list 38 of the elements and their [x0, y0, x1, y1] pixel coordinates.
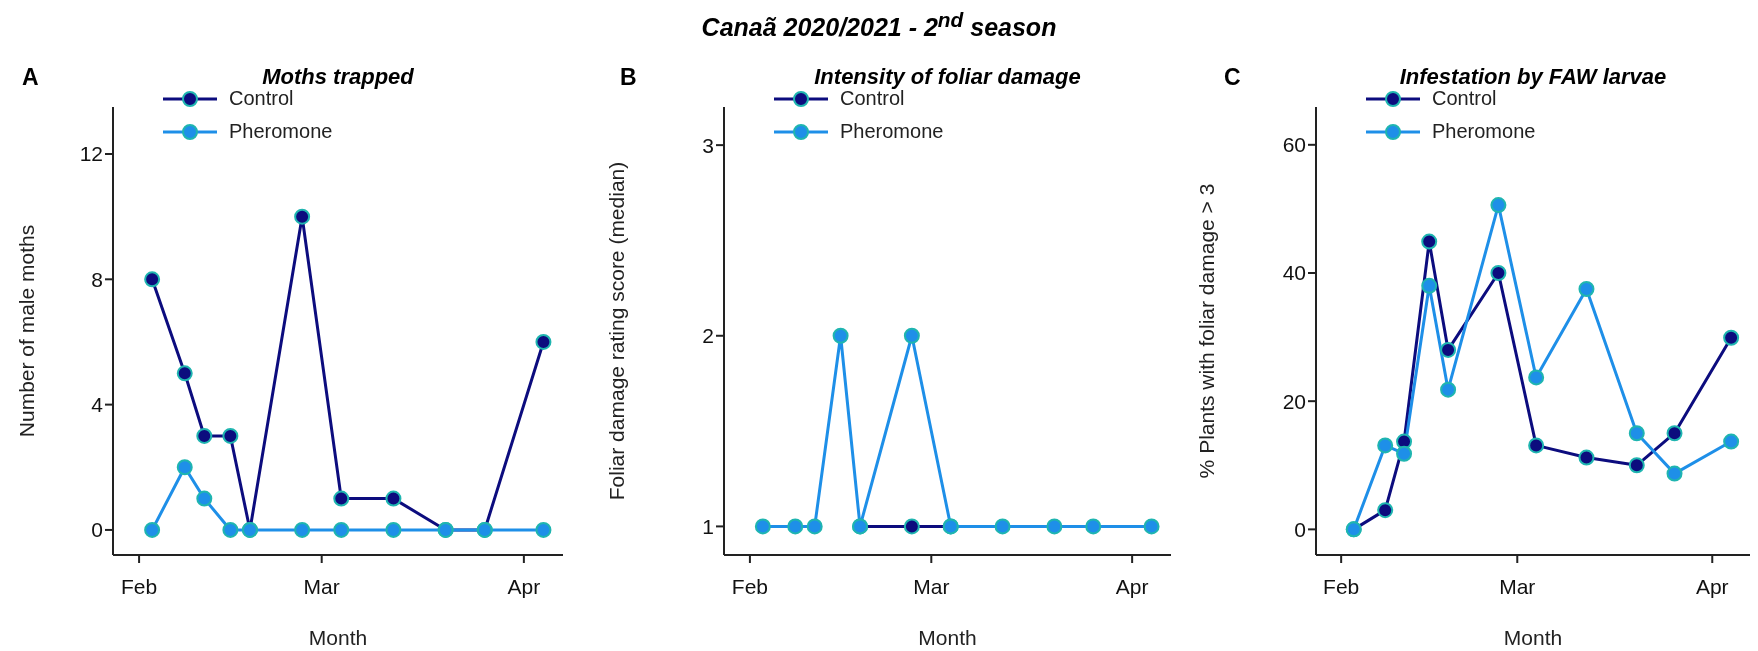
- x-tick-label: Mar: [303, 574, 340, 598]
- y-tick-label: 20: [1282, 389, 1306, 413]
- x-tick-label: Mar: [913, 574, 950, 598]
- x-tick-label: Apr: [1115, 574, 1149, 598]
- legend-label: Pheromone: [229, 120, 333, 143]
- legend-label: Pheromone: [840, 120, 944, 143]
- x-tick-label: Feb: [731, 574, 769, 598]
- legend-label: Control: [229, 87, 294, 110]
- y-tick-label: 3: [702, 133, 714, 157]
- y-tick-label: 4: [91, 393, 104, 417]
- legend-label: Control: [1432, 87, 1497, 110]
- text: C: [1224, 64, 1241, 91]
- y-tick-label: 8: [91, 267, 103, 291]
- x-axis-title: Month: [918, 626, 977, 649]
- chart-title: Infestation by FAW larvae: [1398, 64, 1668, 90]
- y-axis-title: Number of male moths: [14, 224, 38, 438]
- chart-title: Moths trapped: [261, 64, 415, 90]
- y-tick-label: 0: [91, 518, 103, 542]
- y-tick-label: 40: [1282, 261, 1306, 285]
- y-tick-label: 0: [1294, 517, 1306, 541]
- text: Canaã 2020/2021 - 2$^{nd}$ season: [700, 8, 1058, 43]
- x-axis-title: Month: [308, 626, 368, 649]
- y-tick-label: 1: [702, 514, 714, 538]
- y-axis-title: % Plants with foliar damage > 3: [1194, 183, 1218, 479]
- x-axis-title: Month: [1503, 626, 1563, 649]
- y-tick-label: 2: [702, 324, 714, 348]
- x-tick-label: Mar: [1499, 574, 1536, 598]
- text: B: [620, 64, 637, 91]
- x-tick-label: Feb: [1323, 574, 1360, 598]
- y-tick-label: 60: [1282, 133, 1306, 157]
- x-tick-label: Feb: [120, 574, 158, 598]
- y-tick-label: 12: [79, 142, 103, 166]
- y-axis-title: Foliar damage rating score (median): [604, 161, 628, 501]
- x-tick-label: Apr: [507, 574, 541, 598]
- legend-label: Pheromone: [1432, 120, 1536, 143]
- text: A: [22, 64, 39, 91]
- chart-title: Intensity of foliar damage: [813, 64, 1082, 90]
- x-tick-label: Apr: [1695, 574, 1729, 598]
